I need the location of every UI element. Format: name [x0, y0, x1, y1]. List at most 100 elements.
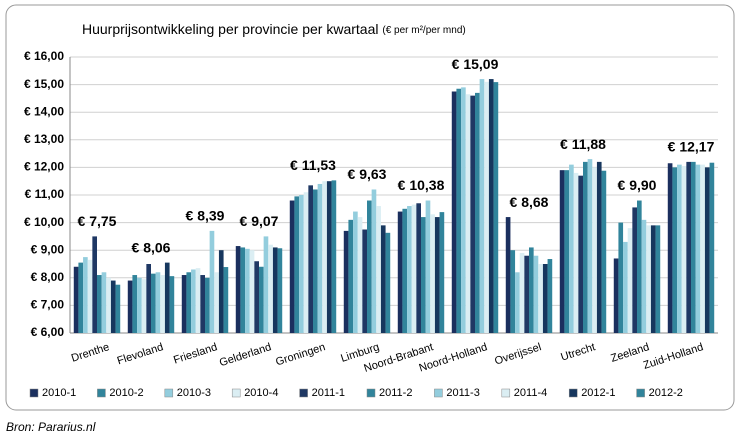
y-tick-label: € 7,00 [31, 298, 65, 312]
bar [137, 277, 142, 333]
bar [357, 217, 363, 333]
bar [331, 180, 337, 333]
bar [451, 91, 457, 333]
annotation: € 9,07 [240, 213, 279, 229]
legend-label: 2012-1 [581, 387, 615, 399]
bar [505, 217, 511, 333]
bar [209, 230, 215, 333]
bar [655, 225, 661, 333]
bar [559, 170, 565, 333]
legend-label: 2010-1 [42, 387, 76, 399]
legend-label: 2011-4 [514, 387, 547, 399]
bar [240, 247, 246, 333]
bar [564, 170, 570, 333]
bar [456, 88, 462, 334]
bar [439, 212, 445, 333]
bar [106, 277, 111, 333]
bar [475, 92, 480, 333]
legend-label: 2011-3 [446, 387, 479, 399]
bar [397, 211, 403, 333]
bar [254, 261, 259, 333]
bar [181, 275, 187, 333]
bar [303, 192, 309, 333]
bar [169, 276, 175, 333]
bar [465, 94, 471, 333]
title-text: Huurprijsontwikkeling per provincie per … [82, 21, 378, 37]
bar [627, 228, 633, 333]
y-tick-label: € 15,00 [24, 77, 64, 91]
bar [542, 264, 548, 333]
bar [146, 264, 151, 333]
bar [700, 164, 705, 333]
legend-label: 2010-4 [244, 387, 278, 399]
bar [515, 272, 520, 333]
bar [348, 219, 354, 333]
legend-swatch [231, 388, 241, 398]
bar [195, 268, 201, 333]
bar [101, 272, 107, 333]
bar [479, 79, 485, 333]
bar [691, 161, 696, 333]
bar [407, 206, 412, 333]
legend-label: 2011-1 [312, 387, 345, 399]
bar [87, 259, 93, 333]
y-tick-label: € 12,00 [24, 160, 64, 174]
legend-swatch [97, 388, 106, 398]
bar [317, 183, 323, 333]
bar [533, 255, 539, 333]
bar [186, 272, 192, 333]
bar [110, 280, 116, 333]
bar [151, 273, 156, 333]
bar [249, 250, 255, 333]
annotation: € 12,17 [668, 139, 715, 155]
bar [380, 225, 386, 333]
bar [141, 279, 147, 333]
bar [573, 172, 579, 333]
bar [484, 81, 489, 333]
bar [709, 162, 715, 333]
bar [263, 236, 269, 333]
legend-label: 2011-2 [379, 387, 412, 399]
legend-swatch [366, 388, 376, 398]
annotation: € 11,53 [290, 157, 336, 173]
bar [416, 203, 421, 333]
legend-swatch [636, 388, 645, 398]
bar [191, 269, 196, 333]
bar [547, 259, 553, 333]
bar [538, 264, 543, 333]
bar [686, 161, 691, 333]
bar [78, 262, 84, 333]
bar [308, 185, 313, 333]
legend-label: 2010-3 [177, 387, 211, 399]
bar [223, 267, 229, 333]
source: Bron: Pararius.nl [6, 420, 96, 434]
bar [519, 252, 525, 333]
annotation: € 8,06 [132, 239, 171, 255]
legend-swatch [299, 388, 308, 398]
y-tick-label: € 13,00 [24, 132, 64, 146]
bar [164, 262, 170, 333]
bar [578, 175, 583, 333]
bar [510, 250, 516, 333]
legend-swatch [434, 388, 443, 398]
legend-label: 2012-2 [649, 387, 683, 399]
y-tick-label: € 14,00 [24, 104, 64, 118]
bar [667, 163, 673, 333]
bar [488, 79, 494, 333]
bar [132, 275, 138, 333]
bar [529, 247, 534, 333]
annotation: € 8,68 [510, 194, 549, 210]
bar [218, 250, 224, 333]
bar [583, 161, 588, 333]
bar [272, 247, 278, 333]
bar [402, 208, 408, 333]
annotation: € 9,90 [618, 177, 657, 193]
bar [343, 230, 349, 333]
bar [425, 200, 431, 333]
bar [704, 167, 710, 333]
bar [569, 164, 574, 333]
bar [313, 189, 318, 333]
bar [268, 244, 273, 333]
bar [277, 248, 283, 333]
